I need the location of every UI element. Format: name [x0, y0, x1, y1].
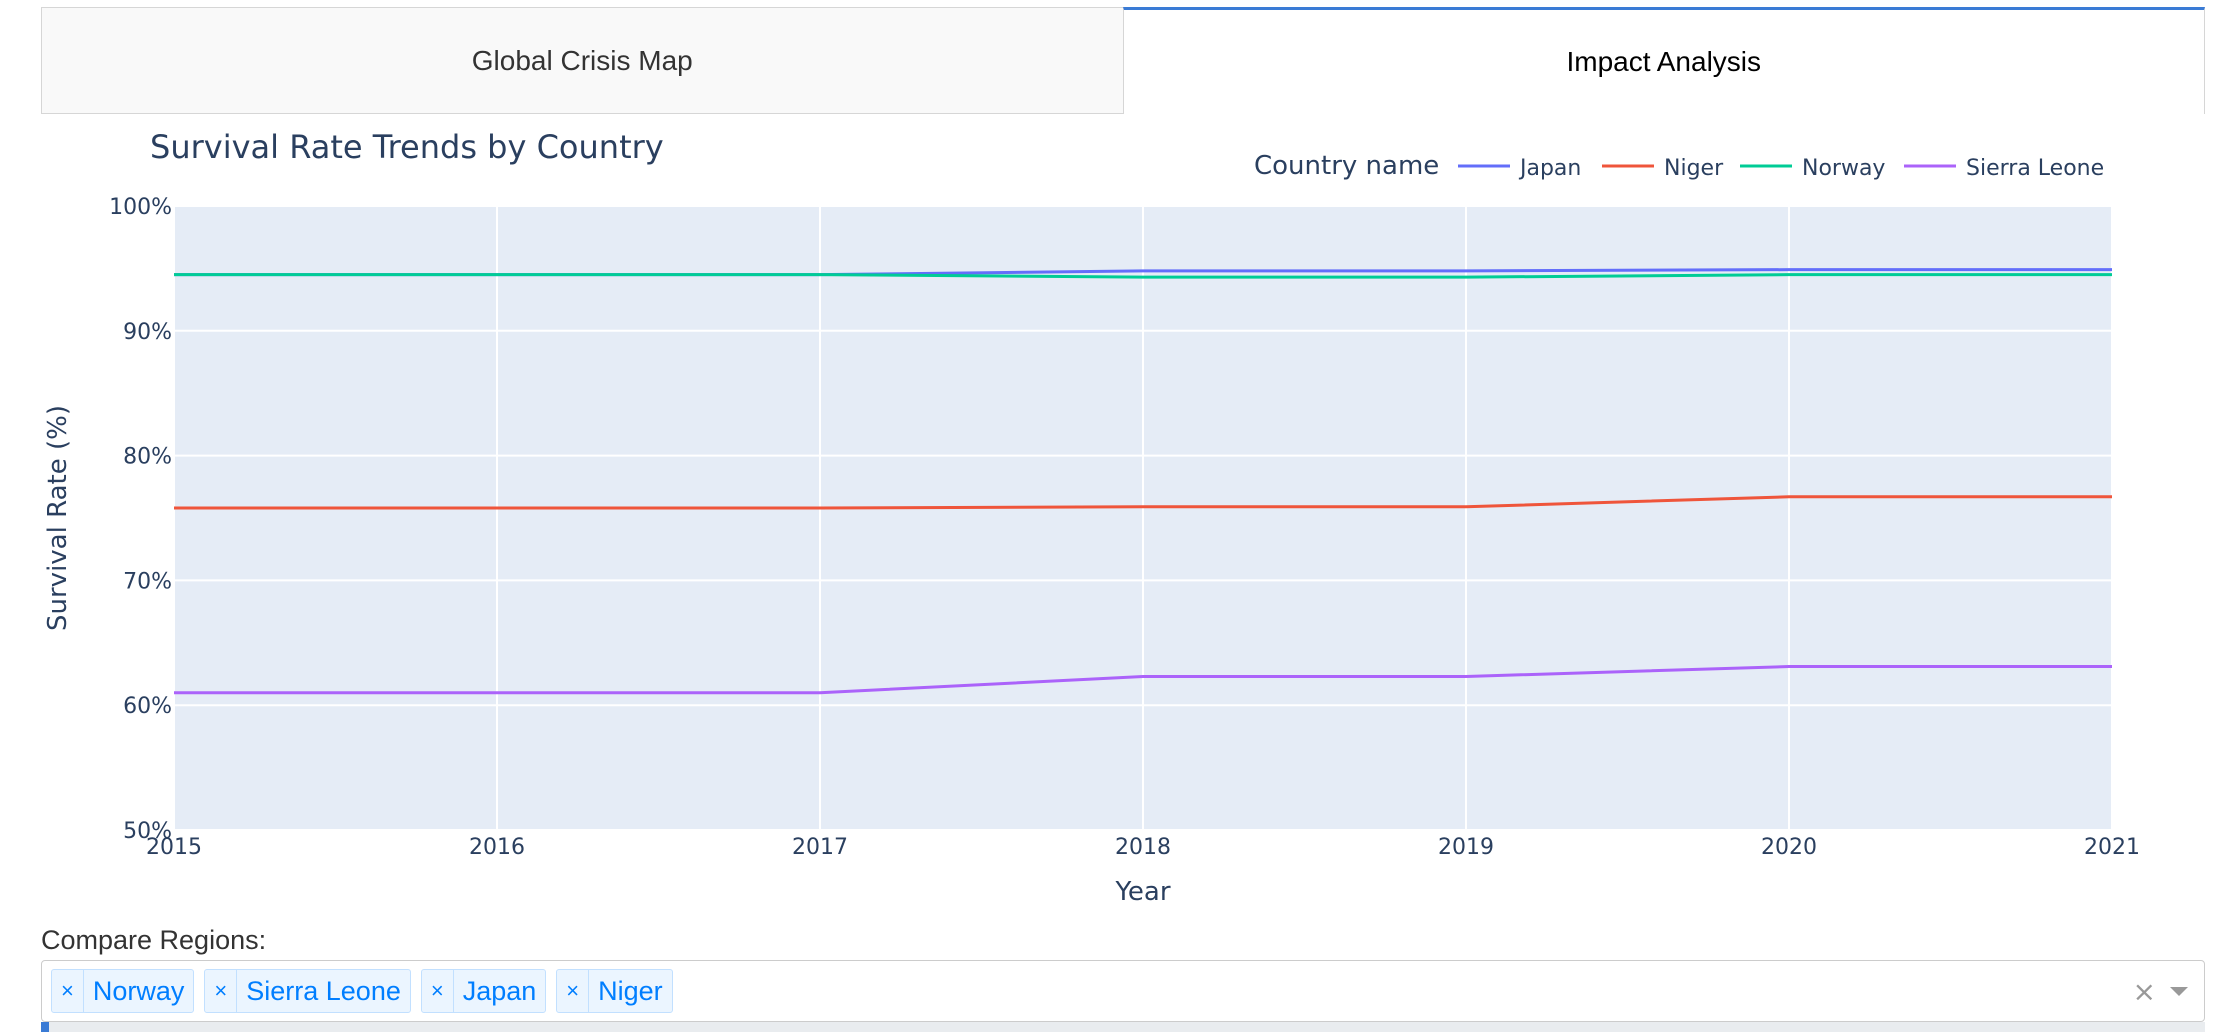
legend-label-japan: Japan	[1518, 156, 1581, 181]
line-chart: 50% 60% 70% 80% 90% 100% 2015 2016 2017 2018 2019…	[43, 128, 2140, 907]
region-chip-niger: × Niger	[556, 969, 673, 1013]
series-line-sierra-leone	[174, 665, 2112, 695]
y-tick-label: 70%	[123, 569, 172, 594]
chip-label: Niger	[598, 975, 663, 1006]
tab-impact-analysis[interactable]: Impact Analysis	[1122, 7, 2205, 114]
x-tick-label: 2017	[792, 835, 848, 860]
legend-label-sierra-leone: Sierra Leone	[1966, 156, 2104, 181]
remove-chip-icon[interactable]: ×	[422, 970, 454, 1012]
chevron-down-icon[interactable]	[2170, 986, 2188, 996]
y-tick-label: 100%	[109, 195, 172, 220]
remove-chip-icon[interactable]: ×	[52, 970, 84, 1012]
chip-label: Japan	[462, 975, 537, 1006]
tab-global-crisis-map[interactable]: Global Crisis Map	[41, 7, 1123, 114]
region-chip-norway: × Norway	[51, 969, 195, 1013]
x-axis-ticks: 2015 2016 2017 2018 2019 2020 2021	[146, 835, 2140, 860]
region-chip-japan: × Japan	[420, 969, 547, 1013]
series-line-norway	[174, 273, 2112, 279]
legend-label-niger: Niger	[1664, 156, 1724, 181]
x-tick-label: 2018	[1115, 835, 1171, 860]
tab-label: Global Crisis Map	[471, 44, 693, 76]
x-tick-label: 2019	[1438, 835, 1494, 860]
y-tick-label: 90%	[123, 320, 172, 345]
x-tick-label: 2015	[146, 835, 202, 860]
remove-chip-icon[interactable]: ×	[557, 970, 590, 1012]
compare-regions-dropdown[interactable]: × Norway × Sierra Leone × Japan × Niger …	[41, 960, 2205, 1022]
remove-chip-icon[interactable]: ×	[205, 970, 238, 1012]
chart-title: Survival Rate Trends by Country	[150, 128, 664, 166]
legend: Country name Japan Niger Norway Sierra Leon…	[1254, 151, 2104, 181]
y-tick-label: 60%	[123, 694, 172, 719]
x-tick-label: 2020	[1761, 835, 1817, 860]
bottom-scroll-edge	[41, 1022, 2205, 1032]
legend-title: Country name	[1254, 151, 1439, 181]
tab-bar: Global Crisis Map Impact Analysis	[41, 7, 2205, 114]
compare-regions-label: Compare Regions:	[41, 925, 267, 955]
y-tick-label: 50%	[123, 819, 172, 844]
x-axis-label: Year	[1114, 877, 1170, 907]
x-tick-label: 2021	[2084, 835, 2140, 860]
chip-label: Norway	[92, 975, 185, 1006]
series-line-niger	[174, 495, 2112, 510]
clear-all-icon[interactable]: ×	[2132, 974, 2156, 1008]
tab-label: Impact Analysis	[1566, 46, 1762, 77]
dropdown-controls: ×	[2133, 961, 2188, 1021]
legend-label-norway: Norway	[1802, 156, 1885, 181]
series-lines	[174, 268, 2112, 695]
grid-lines	[173, 205, 2113, 831]
y-axis-ticks: 50% 60% 70% 80% 90% 100%	[109, 195, 172, 844]
region-chip-sierra-leone: × Sierra Leone	[204, 969, 411, 1013]
y-tick-label: 80%	[123, 445, 172, 470]
y-axis-label: Survival Rate (%)	[43, 405, 73, 631]
x-tick-label: 2016	[469, 835, 525, 860]
chip-label: Sierra Leone	[246, 975, 401, 1006]
